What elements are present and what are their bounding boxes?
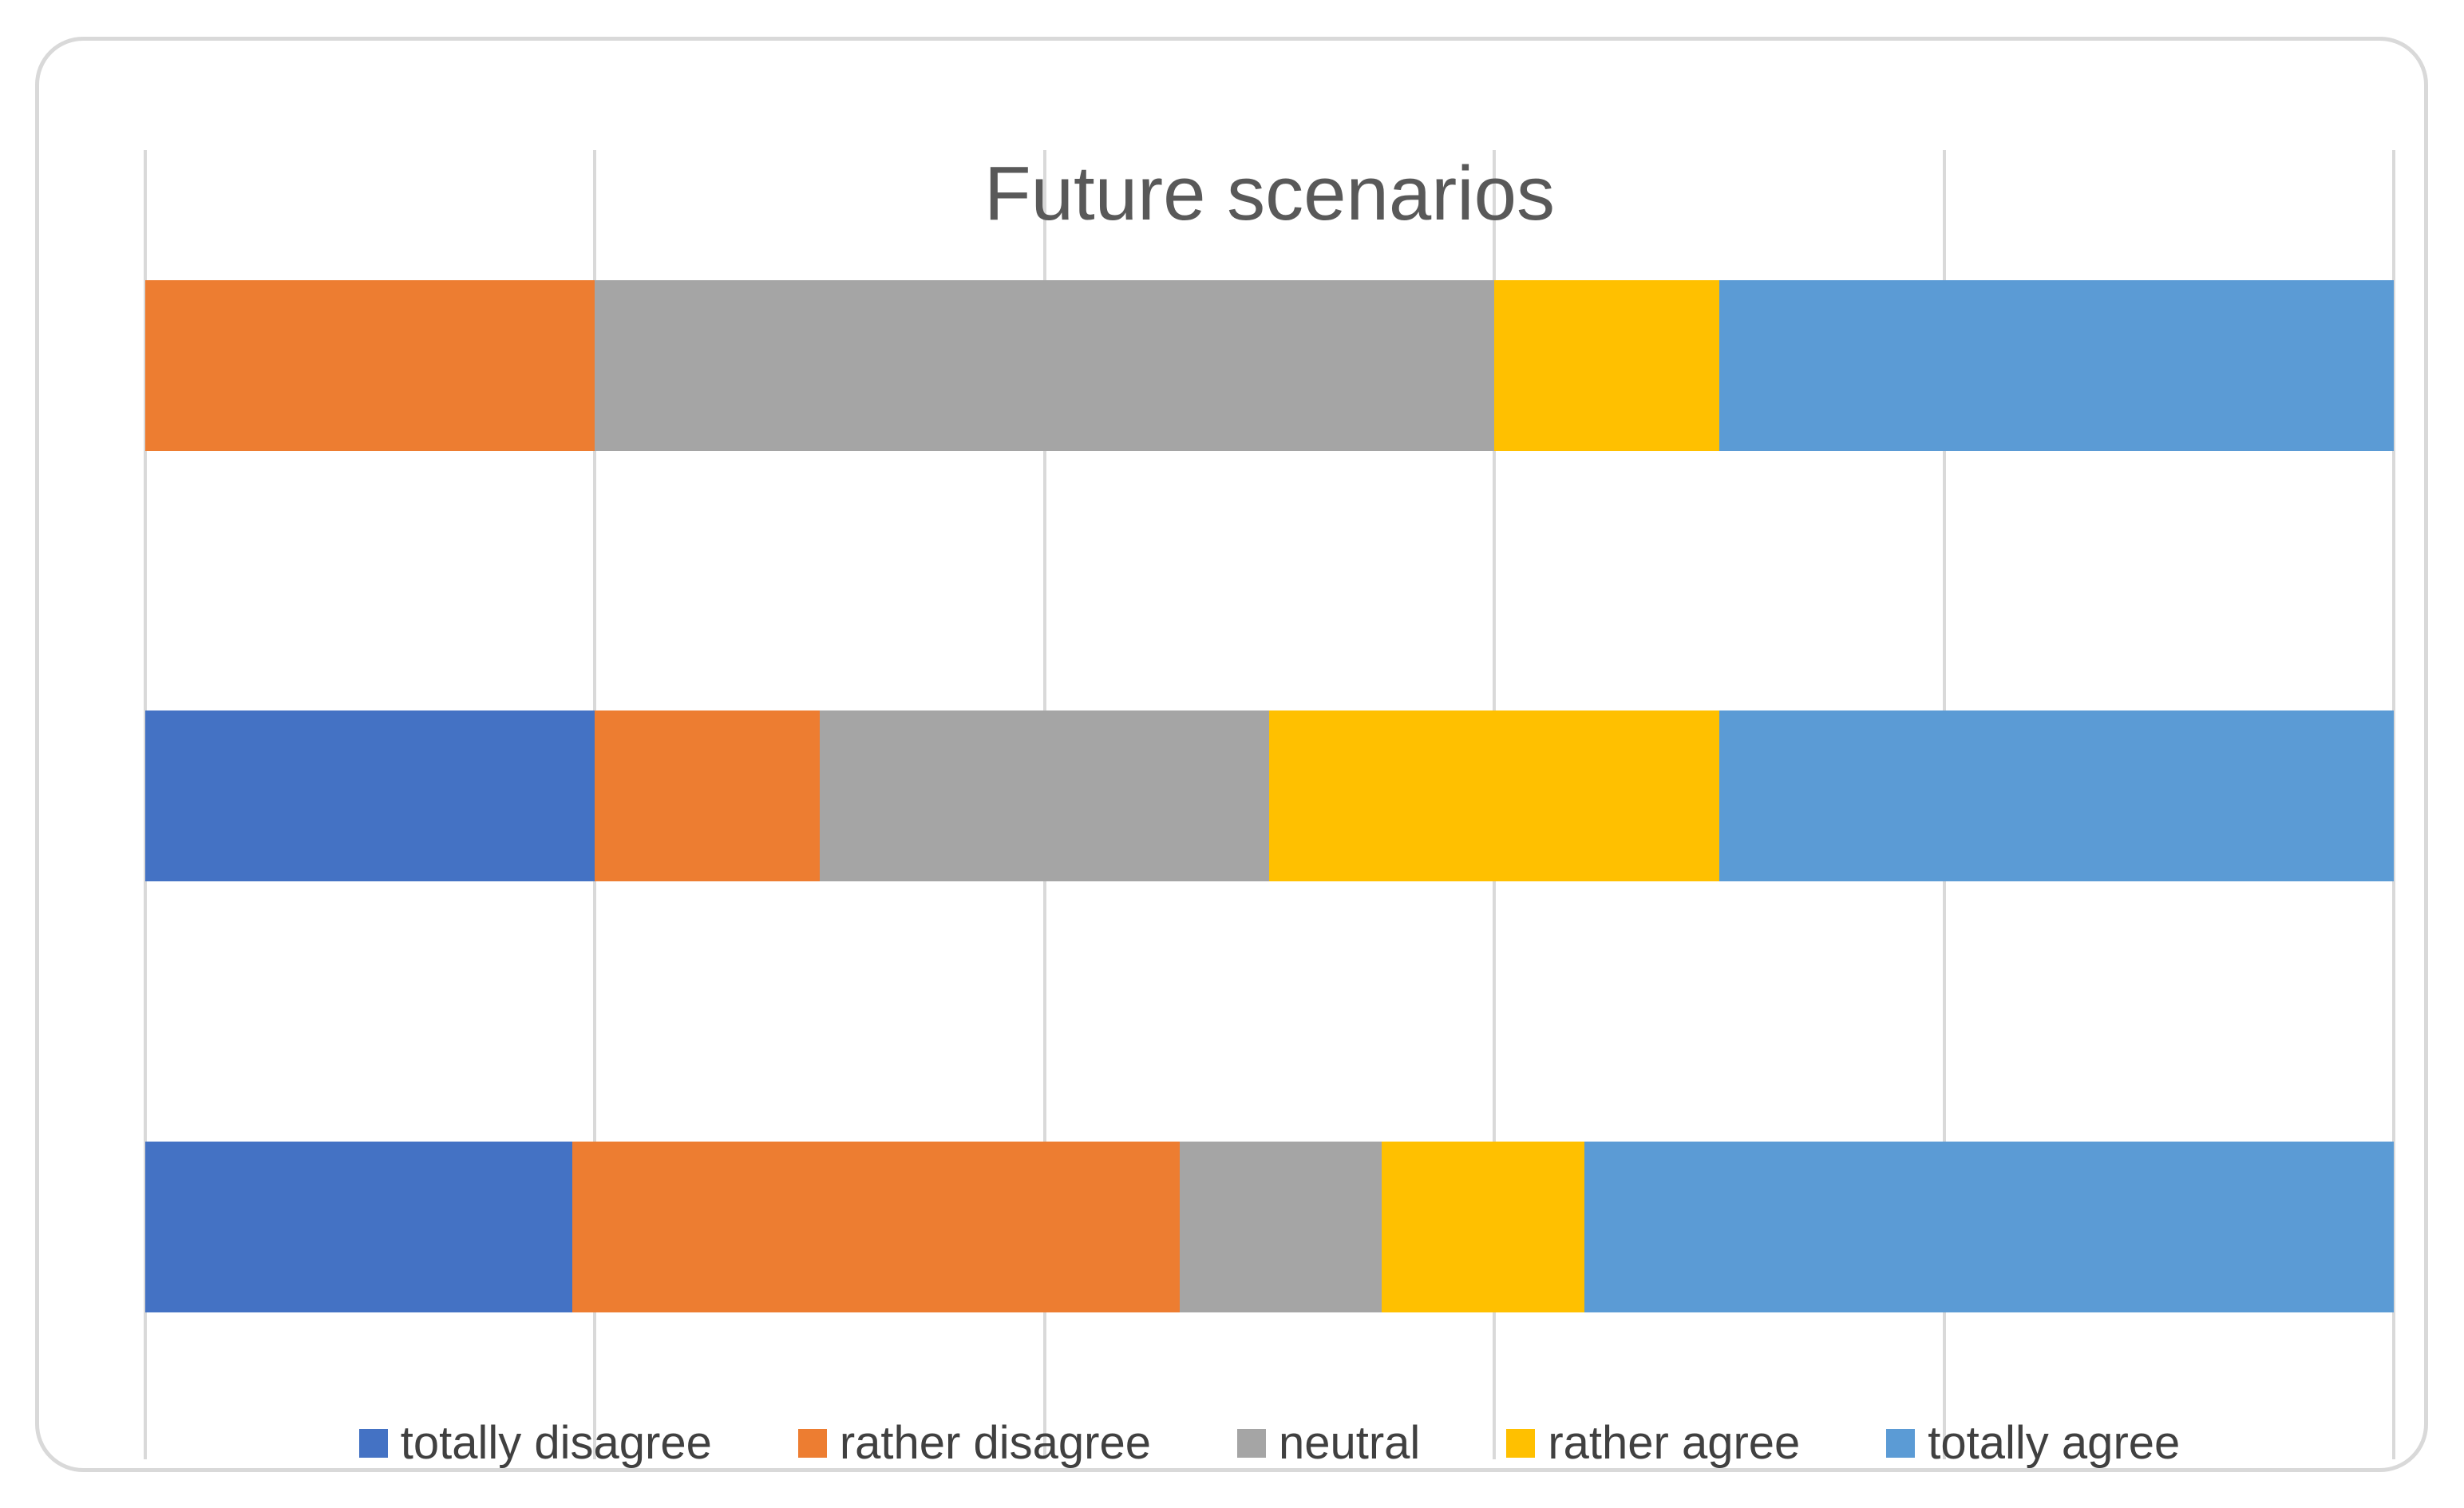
bar-row-2 [145,710,2394,881]
bar-segment-neutral [820,710,1270,881]
bar-segment-rather-disagree [145,280,595,451]
bar-segment-neutral [1179,1142,1382,1312]
legend-swatch-icon [1236,1429,1266,1458]
bar-segment-totally-disagree [145,1142,573,1312]
legend-label: totally disagree [400,1417,712,1469]
legend-item-totally-disagree: totally disagree [358,1417,712,1469]
chart-card: Future scenarios totally disagree rather … [35,37,2428,1472]
bar-segment-totally-agree [1584,1142,2394,1312]
bar-segment-neutral [595,280,1495,451]
bar-segment-rather-disagree [595,710,821,881]
bar-segment-rather-agree [1494,280,1719,451]
legend-label: rather agree [1548,1417,1801,1469]
bar-segment-rather-agree [1382,1142,1584,1312]
bar-segment-totally-agree [1718,280,2394,451]
legend-item-rather-disagree: rather disagree [797,1417,1151,1469]
legend-swatch-icon [358,1429,388,1458]
legend-label: neutral [1278,1417,1421,1469]
plot-area: Future scenarios totally disagree rather … [144,150,2395,1466]
bar-segment-rather-agree [1269,710,1719,881]
legend-item-neutral: neutral [1236,1417,1421,1469]
legend-item-totally-agree: totally agree [1886,1420,2180,1466]
bar-segment-totally-agree [1718,710,2394,881]
legend-swatch-icon [1886,1429,1916,1458]
legend-label: totally agree [1928,1417,2181,1469]
bar-row-1 [145,280,2394,451]
legend-swatch-icon [797,1429,827,1458]
legend-swatch-icon [1506,1429,1536,1458]
chart-title: Future scenarios [984,151,1555,236]
legend-label: rather disagree [839,1417,1151,1469]
bar-segment-rather-disagree [572,1142,1180,1312]
bar-row-3 [145,1142,2394,1312]
legend: totally disagree rather disagree neutral ra… [145,1411,2394,1475]
gridline-100 [2392,150,2395,1459]
bar-segment-totally-disagree [145,710,595,881]
legend-item-rather-agree: rather agree [1506,1420,1800,1466]
